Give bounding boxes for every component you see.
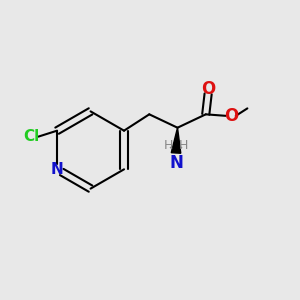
- Text: N: N: [51, 162, 64, 177]
- Text: N: N: [169, 154, 183, 172]
- Text: Cl: Cl: [24, 129, 40, 144]
- Polygon shape: [171, 128, 181, 153]
- Text: O: O: [201, 80, 215, 98]
- Text: O: O: [224, 107, 238, 125]
- Text: H: H: [164, 139, 173, 152]
- Text: H: H: [179, 139, 188, 152]
